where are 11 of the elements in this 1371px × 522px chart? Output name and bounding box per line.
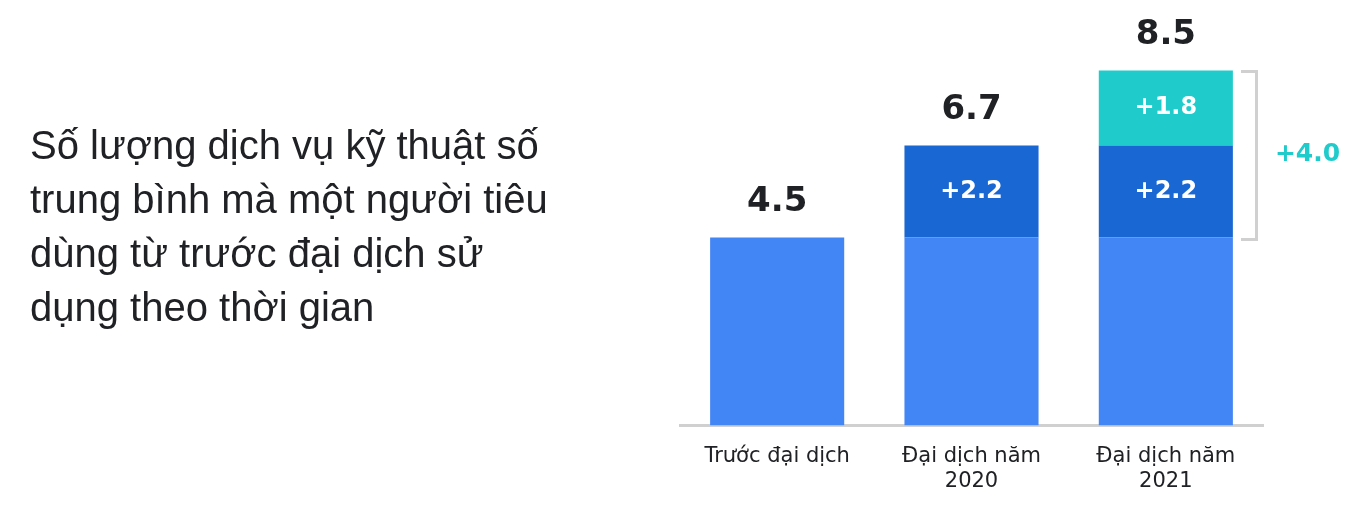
data-label: +2.2 [1134, 175, 1198, 204]
data-label: +2.2 [940, 175, 1003, 204]
text: +4.0 [1274, 137, 1341, 167]
total-label: 8.5 [1135, 12, 1196, 53]
x-tick-label: Đại dịch năm 2021 [1096, 442, 1236, 492]
x-tick-label: Đại dịch năm 2020 [902, 442, 1041, 492]
text: Số lượng dịch vụ kỹ thuật số trung bình mà một người tiêu dùng từ trước đại dịch sử dụng theo thời gian [30, 122, 549, 331]
data-label: +1.8 [1134, 92, 1198, 121]
x-tick-label: Trước đại dịch [703, 442, 850, 467]
total-label: 6.7 [941, 87, 1002, 128]
total-label: 4.5 [747, 179, 808, 220]
